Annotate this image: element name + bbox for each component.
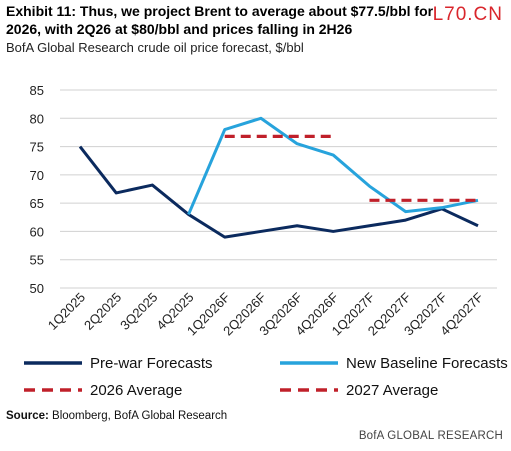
x-tick-label: 2Q2025 [81,290,124,333]
legend-label-1: Pre-war Forecasts [90,355,213,372]
y-tick-label: 55 [30,253,44,268]
legend-label-2: New Baseline Forecasts [346,355,508,372]
source-note: Source: Bloomberg, BofA Global Research [6,410,227,422]
chart-legend: Pre-war Forecasts New Baseline Forecasts 2… [24,355,508,399]
x-axis: 1Q20252Q20253Q20254Q20251Q2026F2Q2026F3Q… [45,289,486,338]
y-tick-label: 70 [30,168,44,183]
chart-series [78,116,479,239]
legend-label-4: 2027 Average [346,382,438,399]
y-tick-label: 65 [30,196,44,211]
y-tick-label: 80 [30,111,44,126]
y-tick-label: 75 [30,140,44,155]
x-tick-label: 3Q2025 [117,290,160,333]
series-line-1 [78,145,479,239]
chart-subtitle: BofA Global Research crude oil price for… [6,40,304,55]
source-label: Source: [6,410,49,422]
footer-brand: BofA GLOBAL RESEARCH [358,430,503,442]
y-tick-label: 85 [30,83,44,98]
x-tick-label: 1Q2025 [45,290,88,333]
chart-gridlines [60,89,497,289]
legend-label-3: 2026 Average [90,382,182,399]
series-line-2 [187,116,479,216]
y-tick-label: 60 [30,224,44,239]
watermark-logo: L70.CN [432,4,503,25]
y-axis: 50 55 60 65 70 75 80 85 [30,83,44,296]
y-tick-label: 50 [30,281,44,296]
page-title: Exhibit 11: Thus, we project Brent to av… [6,3,434,37]
source-text: Bloomberg, BofA Global Research [48,410,228,422]
